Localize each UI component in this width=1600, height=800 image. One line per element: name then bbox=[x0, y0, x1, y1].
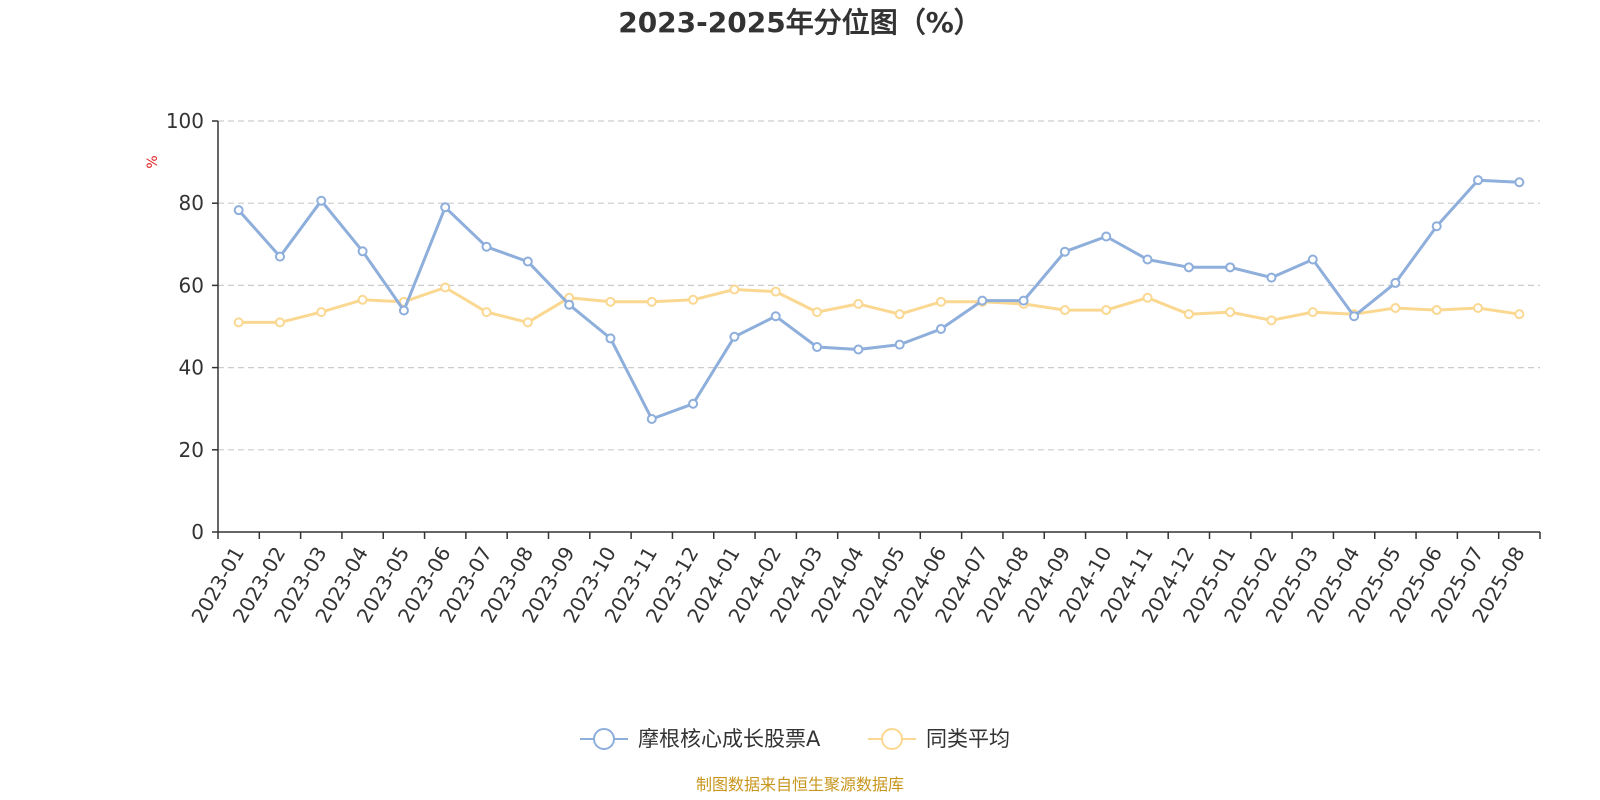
data-point[interactable] bbox=[1266, 272, 1277, 283]
data-point[interactable] bbox=[274, 251, 285, 262]
data-point[interactable] bbox=[481, 307, 492, 318]
legend-item-peer-average[interactable]: 同类平均 bbox=[868, 727, 1010, 751]
y-tick-label: 0 bbox=[191, 520, 204, 544]
series-lines bbox=[233, 175, 1525, 424]
data-point[interactable] bbox=[605, 333, 616, 344]
data-point[interactable] bbox=[522, 256, 533, 267]
axes bbox=[212, 120, 1541, 539]
data-point[interactable] bbox=[1431, 305, 1442, 316]
data-point[interactable] bbox=[357, 294, 368, 305]
data-point[interactable] bbox=[605, 296, 616, 307]
data-point[interactable] bbox=[1101, 305, 1112, 316]
data-point[interactable] bbox=[688, 294, 699, 305]
data-point[interactable] bbox=[1225, 307, 1236, 318]
data-point[interactable] bbox=[1473, 175, 1484, 186]
legend-label-peer-average: 同类平均 bbox=[926, 727, 1010, 751]
data-point[interactable] bbox=[274, 317, 285, 328]
y-tick-label: 80 bbox=[179, 191, 204, 215]
data-point[interactable] bbox=[1266, 315, 1277, 326]
data-point[interactable] bbox=[688, 398, 699, 409]
y-axis-unit-label: % bbox=[145, 155, 161, 168]
series-line bbox=[237, 178, 1520, 421]
series-1 bbox=[233, 282, 1525, 328]
data-point[interactable] bbox=[440, 282, 451, 293]
data-point[interactable] bbox=[935, 323, 946, 334]
data-point[interactable] bbox=[935, 296, 946, 307]
data-point[interactable] bbox=[1225, 262, 1236, 273]
data-point[interactable] bbox=[316, 307, 327, 318]
data-point[interactable] bbox=[481, 241, 492, 252]
y-tick-label: 100 bbox=[166, 109, 204, 133]
data-point[interactable] bbox=[233, 317, 244, 328]
data-point[interactable] bbox=[729, 284, 740, 295]
data-point[interactable] bbox=[1101, 231, 1112, 242]
data-point[interactable] bbox=[1059, 246, 1070, 257]
data-point[interactable] bbox=[1307, 254, 1318, 265]
data-point[interactable] bbox=[1142, 292, 1153, 303]
data-point[interactable] bbox=[1473, 303, 1484, 314]
data-point[interactable] bbox=[812, 307, 823, 318]
data-point[interactable] bbox=[398, 305, 409, 316]
data-point[interactable] bbox=[853, 298, 864, 309]
data-point[interactable] bbox=[729, 331, 740, 342]
data-point[interactable] bbox=[440, 202, 451, 213]
legend-circle-marker bbox=[881, 728, 903, 750]
series-0 bbox=[233, 175, 1525, 424]
data-point[interactable] bbox=[646, 413, 657, 424]
legend-item-fund[interactable]: 摩根核心成长股票A bbox=[580, 727, 821, 751]
data-point[interactable] bbox=[853, 344, 864, 355]
data-point[interactable] bbox=[1390, 277, 1401, 288]
data-point[interactable] bbox=[1142, 254, 1153, 265]
data-point[interactable] bbox=[1349, 311, 1360, 322]
series-line bbox=[238, 286, 1520, 324]
data-point[interactable] bbox=[1018, 295, 1029, 306]
y-tick-label: 40 bbox=[179, 356, 204, 380]
data-point[interactable] bbox=[770, 286, 781, 297]
data-point[interactable] bbox=[357, 246, 368, 257]
data-point[interactable] bbox=[1183, 309, 1194, 320]
data-point[interactable] bbox=[1390, 303, 1401, 314]
chart-title: 2023-2025年分位图（%） bbox=[618, 6, 982, 39]
data-point[interactable] bbox=[770, 311, 781, 322]
x-tick-labels: 2023-012023-022023-032023-042023-052023-… bbox=[186, 543, 1529, 627]
data-point[interactable] bbox=[1307, 307, 1318, 318]
legend[interactable]: 摩根核心成长股票A 同类平均 bbox=[580, 727, 1010, 751]
data-point[interactable] bbox=[1514, 309, 1525, 320]
legend-circle-marker bbox=[593, 728, 615, 750]
data-point[interactable] bbox=[233, 205, 244, 216]
data-point[interactable] bbox=[1059, 305, 1070, 316]
y-tick-labels: 0 20 40 60 80 100 bbox=[166, 109, 204, 544]
y-tick-label: 60 bbox=[179, 273, 204, 297]
data-point[interactable] bbox=[646, 296, 657, 307]
data-point[interactable] bbox=[812, 342, 823, 353]
data-point[interactable] bbox=[1431, 221, 1442, 232]
legend-label-fund: 摩根核心成长股票A bbox=[638, 727, 821, 751]
grid-lines bbox=[218, 120, 1540, 451]
data-point[interactable] bbox=[1514, 177, 1525, 188]
data-point[interactable] bbox=[564, 299, 575, 310]
data-point[interactable] bbox=[977, 295, 988, 306]
data-point[interactable] bbox=[894, 309, 905, 320]
data-point[interactable] bbox=[316, 195, 327, 206]
y-tick-label: 20 bbox=[179, 438, 204, 462]
data-point[interactable] bbox=[894, 339, 905, 350]
data-point[interactable] bbox=[1183, 262, 1194, 273]
data-source-note: 制图数据来自恒生聚源数据库 bbox=[696, 775, 904, 794]
data-point[interactable] bbox=[522, 317, 533, 328]
